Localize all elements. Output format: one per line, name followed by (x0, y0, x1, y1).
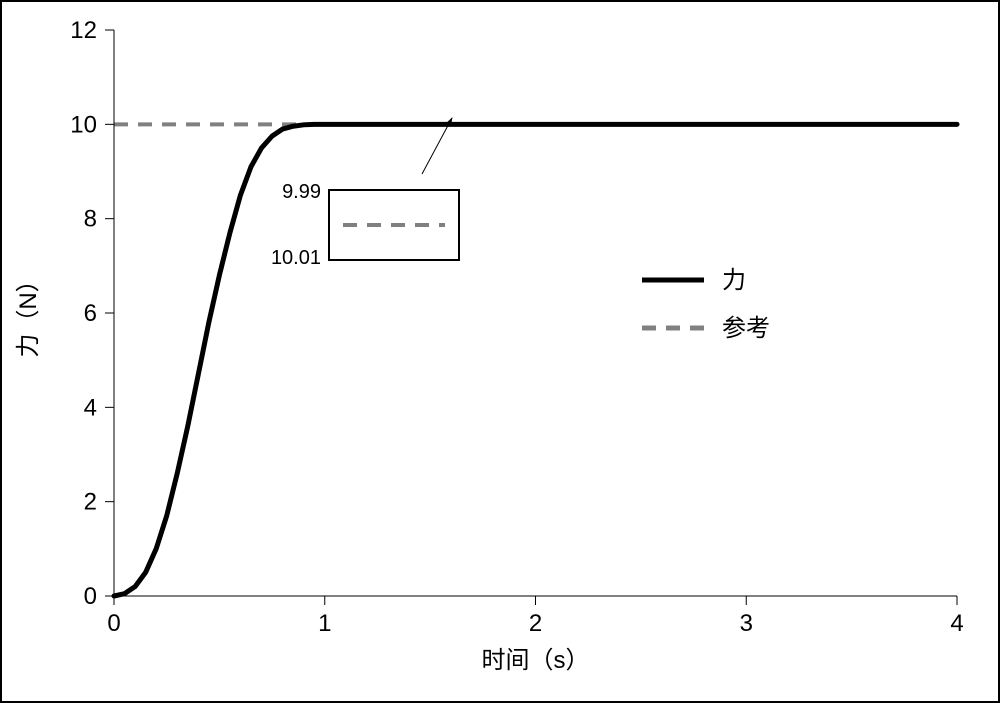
force-curve (114, 124, 957, 596)
y-tick-label: 2 (84, 489, 97, 516)
y-tick-label: 4 (84, 394, 97, 421)
y-tick-label: 6 (84, 300, 97, 327)
inset-bottom-label: 10.01 (271, 247, 321, 269)
y-tick-label: 8 (84, 206, 97, 233)
y-axis-label: 力（N） (15, 268, 42, 357)
x-axis-label: 时间（s） (482, 647, 590, 674)
x-tick-label: 4 (950, 610, 963, 637)
legend-label: 参考 (722, 315, 770, 342)
y-tick-label: 10 (70, 111, 97, 138)
y-tick-label: 0 (84, 583, 97, 610)
x-tick-label: 3 (740, 610, 753, 637)
x-tick-label: 1 (318, 610, 331, 637)
chart-container: 01234024681012时间（s）力（N）9.9910.01力参考 (0, 0, 1000, 703)
y-tick-label: 12 (70, 17, 97, 44)
inset-top-label: 9.99 (282, 181, 321, 203)
legend-label: 力 (722, 267, 746, 294)
x-tick-label: 2 (529, 610, 542, 637)
x-tick-label: 0 (107, 610, 120, 637)
chart-svg: 01234024681012时间（s）力（N）9.9910.01力参考 (2, 2, 998, 701)
